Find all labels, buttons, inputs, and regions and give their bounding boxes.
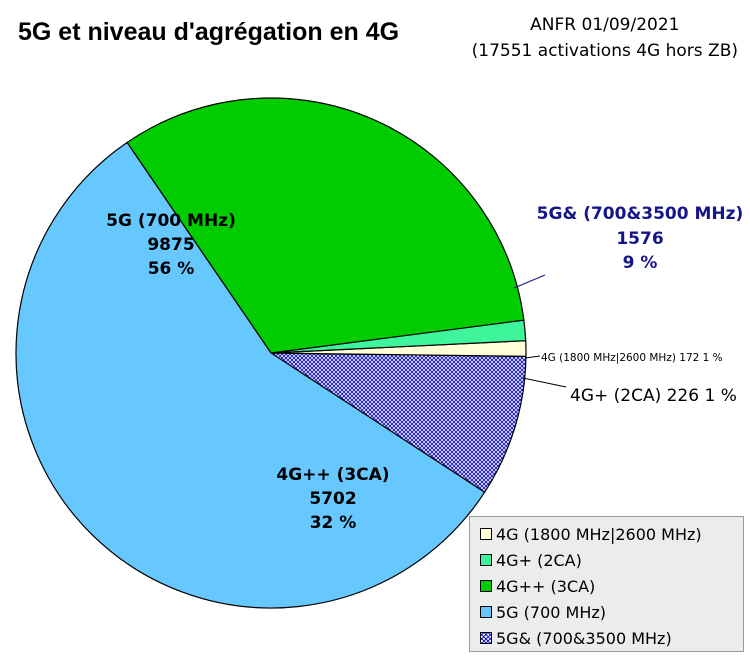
- legend-label: 5G& (700&3500 MHz): [496, 628, 672, 648]
- slice-label-5g-700-3500: 5G& (700&3500 MHz): [537, 204, 744, 224]
- legend-item-4g-plus-plus: 4G++ (3CA): [480, 573, 743, 599]
- source-line-date: ANFR 01/09/2021: [530, 15, 680, 35]
- legend-swatch: [480, 632, 492, 644]
- slice-value-5g-700-3500: 1576: [616, 229, 663, 249]
- slice-label-5g-700: 5G (700 MHz): [106, 211, 236, 231]
- slice-percent-5g-700: 56 %: [148, 259, 195, 279]
- legend-item-5g-700-3500: 5G& (700&3500 MHz): [480, 625, 743, 651]
- legend-swatch: [480, 528, 492, 540]
- leader-line: [513, 274, 546, 289]
- legend-label: 4G+ (2CA): [496, 550, 582, 570]
- source-note: ANFR 01/09/2021 (17551 activations 4G ho…: [472, 12, 738, 64]
- legend-item-4g-plus: 4G+ (2CA): [480, 547, 743, 573]
- slice-label-4g: 4G (1800 MHz|2600 MHz) 172 1 %: [541, 352, 723, 364]
- slice-percent-4g-plus-plus: 32 %: [310, 513, 357, 533]
- slice-value-4g-plus-plus: 5702: [309, 489, 356, 509]
- slice-value-5g-700: 9875: [147, 235, 194, 255]
- slice-label-4g-plus-plus: 4G++ (3CA): [276, 465, 389, 485]
- pie-slice: [15, 141, 486, 609]
- slice-percent-5g-700-3500: 9 %: [623, 253, 658, 273]
- legend-label: 4G (1800 MHz|2600 MHz): [496, 524, 702, 544]
- slice-label-4g-plus: 4G+ (2CA) 226 1 %: [570, 386, 737, 406]
- legend-label: 4G++ (3CA): [496, 576, 596, 596]
- legend-item-4g: 4G (1800 MHz|2600 MHz): [480, 521, 743, 547]
- leader-line: [524, 355, 541, 359]
- legend-swatch: [480, 554, 492, 566]
- legend: 4G (1800 MHz|2600 MHz) 4G+ (2CA) 4G++ (3…: [469, 516, 744, 652]
- pie-slice: [126, 97, 525, 354]
- legend-label: 5G (700 MHz): [496, 602, 607, 622]
- leader-line: [522, 377, 567, 388]
- legend-item-5g-700: 5G (700 MHz): [480, 599, 743, 625]
- chart-title: 5G et niveau d'agrégation en 4G: [18, 18, 400, 46]
- source-line-count: (17551 activations 4G hors ZB): [471, 41, 738, 61]
- legend-swatch: [480, 606, 492, 618]
- pie-slice: [268, 352, 527, 494]
- legend-swatch: [480, 580, 492, 592]
